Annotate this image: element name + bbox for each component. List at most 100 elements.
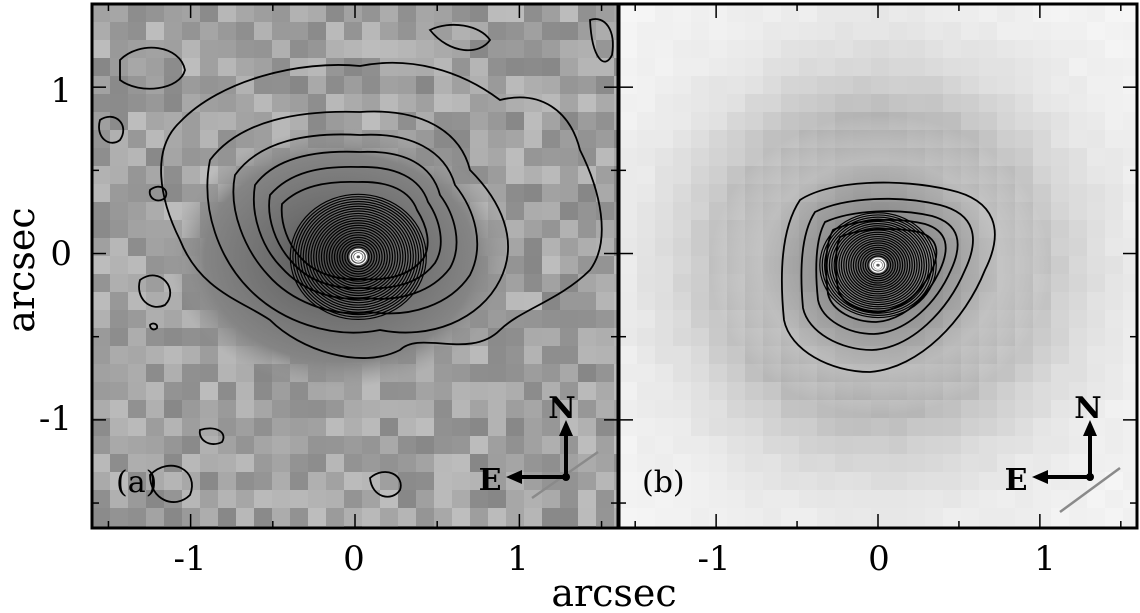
panel-a-pixel (380, 94, 398, 112)
panel-b-pixel (673, 490, 691, 508)
panel-a-pixel (614, 364, 618, 382)
panel-b-pixel (997, 58, 1015, 76)
panel-b-pixel (1069, 382, 1087, 400)
panel-a-pixel (218, 4, 236, 22)
panel-b-pixel (997, 4, 1015, 22)
core-ring (859, 248, 896, 282)
panel-a-pixel (362, 112, 380, 130)
panel-b-pixel (1087, 130, 1105, 148)
panel-b-pixel (1105, 490, 1123, 508)
panel-a-pixel (218, 22, 236, 40)
panel-b-pixel (1087, 202, 1105, 220)
panel-a-pixel (236, 364, 254, 382)
panel-b-pixel (1123, 112, 1137, 130)
panel-a-pixel (344, 508, 362, 526)
panel-b-pixel (1069, 256, 1087, 274)
panel-b-pixel (745, 130, 763, 148)
panel-a-pixel (452, 112, 470, 130)
panel-b-pixel (1015, 58, 1033, 76)
panel-b-pixel (655, 436, 673, 454)
panel-a-pixel (290, 490, 308, 508)
panel-a-pixel (308, 58, 326, 76)
panel-a-pixel (560, 220, 578, 238)
panel-b-pixel (871, 418, 889, 436)
panel-b-pixel (655, 472, 673, 490)
panel-b-pixel (871, 22, 889, 40)
panel-b-pixel (1051, 76, 1069, 94)
panel-b-pixel (655, 400, 673, 418)
panel-a-pixel (164, 508, 182, 526)
panel-a-pixel (236, 22, 254, 40)
panel-a-pixel (488, 436, 506, 454)
panel-a-pixel (542, 220, 560, 238)
panel-b-pixel (1033, 130, 1051, 148)
panel-a-pixel (542, 508, 560, 526)
panel-b-pixel (673, 94, 691, 112)
panel-a-pixel (254, 4, 272, 22)
panel-a-pixel (110, 76, 128, 94)
panel-a-pixel (470, 148, 488, 166)
panel-a-pixel (596, 382, 614, 400)
panel-a-pixel (416, 58, 434, 76)
panel-a-pixel (470, 418, 488, 436)
panel-a-north-arrowhead (559, 420, 573, 436)
panel-b-pixel (961, 418, 979, 436)
panel-a-pixel (488, 328, 506, 346)
x-tick-label-b-0: 0 (868, 539, 890, 579)
panel-b-pixel (997, 112, 1015, 130)
panel-a-pixel (92, 76, 110, 94)
panel-b-pixel (709, 382, 727, 400)
panel-b-pixel (709, 418, 727, 436)
panel-b-pixel (673, 130, 691, 148)
panel-a-pixel (542, 148, 560, 166)
panel-b-pixel (889, 4, 907, 22)
panel-b-pixel (745, 400, 763, 418)
panel-b-pixel (1069, 76, 1087, 94)
panel-a-pixel (326, 4, 344, 22)
panel-a-pixel (416, 508, 434, 526)
panel-a-pixel (362, 40, 380, 58)
panel-a-pixel (344, 22, 362, 40)
panel-a-pixel (596, 256, 614, 274)
core-ring (336, 236, 381, 277)
panel-a-pixel (146, 310, 164, 328)
panel-b-pixel (1033, 166, 1051, 184)
panel-b-pixel (691, 238, 709, 256)
panel-b-pixel (1087, 508, 1105, 526)
panel-b-pixel (727, 58, 745, 76)
panel-b-pixel (1033, 148, 1051, 166)
panel-a-pixel (398, 382, 416, 400)
panel-a-pixel (398, 418, 416, 436)
panel-b-pixel (619, 274, 637, 292)
panel-a-pixel (200, 364, 218, 382)
panel-a-pixel (434, 94, 452, 112)
panel-b-pixel (691, 130, 709, 148)
panel-b-pixel (1015, 472, 1033, 490)
panel-b-pixel (997, 76, 1015, 94)
panel-a-pixel (578, 112, 596, 130)
panel-a-pixel (254, 94, 272, 112)
panel-a-pixel (92, 184, 110, 202)
panel-b-pixel (889, 436, 907, 454)
panel-a-pixel (362, 418, 380, 436)
panel-a-pixel (272, 40, 290, 58)
panel-a-pixel (110, 256, 128, 274)
panel-b-pixel (619, 382, 637, 400)
panel-a-pixel (146, 22, 164, 40)
panel-b-pixel (1123, 94, 1137, 112)
panel-a-pixel (344, 400, 362, 418)
panel-a-pixel (110, 490, 128, 508)
panel-a-pixel (128, 202, 146, 220)
panel-b-pixel (1087, 22, 1105, 40)
panel-b-pixel (1087, 148, 1105, 166)
panel-b-pixel (655, 130, 673, 148)
panel-b-pixel (781, 40, 799, 58)
panel-a-pixel (542, 76, 560, 94)
panel-a-pixel (326, 436, 344, 454)
panel-b-pixel (727, 4, 745, 22)
panel-a-pixel (596, 400, 614, 418)
panel-b-pixel (1087, 58, 1105, 76)
panel-a-pixel (200, 76, 218, 94)
panel-b-pixel (1051, 364, 1069, 382)
panel-b-pixel (1123, 130, 1137, 148)
